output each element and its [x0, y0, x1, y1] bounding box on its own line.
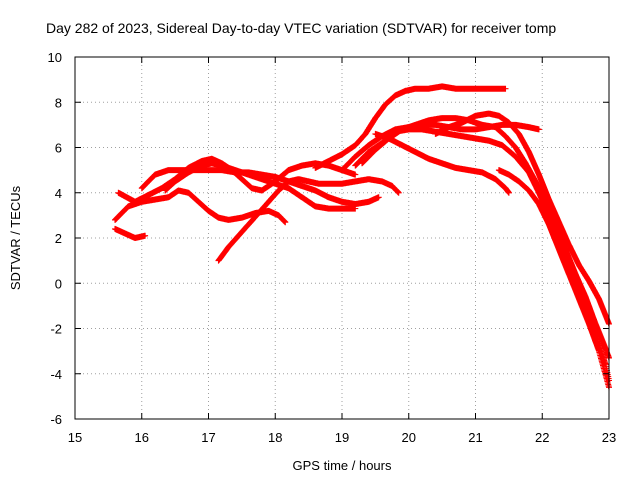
series-track-13 — [495, 167, 612, 391]
series-track-10 — [359, 115, 612, 361]
grid — [75, 57, 609, 419]
x-tick-label: 21 — [468, 430, 482, 445]
series-track-5 — [162, 160, 359, 212]
x-tick-label: 17 — [201, 430, 215, 445]
y-tick-label: 8 — [55, 95, 62, 110]
series-track-11 — [372, 130, 512, 196]
series-points — [372, 130, 512, 196]
series-track-3 — [112, 187, 289, 226]
axis-ticks: 15 16 17 18 19 20 21 22 23 -6 -4 -2 0 2 4 6 8 10 — [48, 50, 617, 445]
x-axis-label: GPS time / hours — [293, 458, 392, 473]
series-track-6 — [215, 176, 402, 264]
x-tick-label: 19 — [335, 430, 349, 445]
y-tick-label: 6 — [55, 141, 62, 156]
y-tick-label: -2 — [50, 322, 62, 337]
y-tick-label: 0 — [55, 276, 62, 291]
y-tick-label: 4 — [55, 186, 62, 201]
series-points — [359, 115, 612, 361]
x-tick-label: 15 — [68, 430, 82, 445]
y-tick-label: 10 — [48, 50, 62, 65]
x-tick-label: 18 — [268, 430, 282, 445]
y-tick-label: -6 — [50, 412, 62, 427]
series-points — [495, 167, 612, 391]
chart-title: Day 282 of 2023, Sidereal Day-to-day VTE… — [46, 20, 556, 36]
data-series — [112, 83, 612, 391]
series-points — [432, 110, 612, 327]
y-tick-label: 2 — [55, 231, 62, 246]
series-track-1 — [112, 225, 149, 241]
y-tick-label: -4 — [50, 367, 62, 382]
series-points — [215, 176, 402, 264]
series-track-12 — [432, 110, 612, 327]
x-tick-label: 20 — [402, 430, 416, 445]
series-points — [112, 225, 149, 241]
y-axis-label: SDTVAR / TECUs — [8, 185, 23, 290]
x-tick-label: 23 — [602, 430, 616, 445]
series-points — [312, 83, 509, 171]
series-track-7 — [312, 83, 509, 171]
series-points — [162, 160, 359, 212]
x-tick-label: 22 — [535, 430, 549, 445]
series-points — [112, 187, 289, 226]
x-tick-label: 16 — [135, 430, 149, 445]
